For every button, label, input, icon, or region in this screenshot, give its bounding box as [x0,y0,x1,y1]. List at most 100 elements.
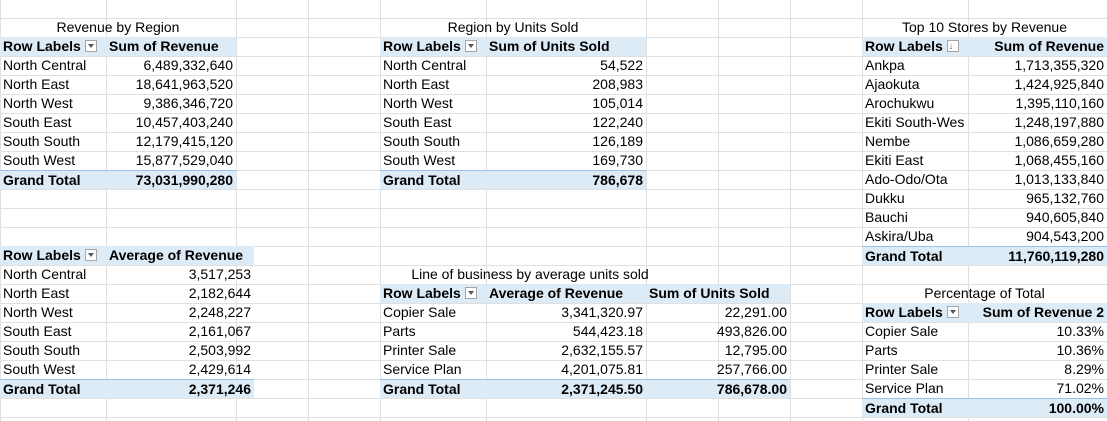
grand-total-label[interactable]: Grand Total [380,170,486,189]
grand-total-value[interactable]: 2,371,246 [106,379,254,398]
row-labels-header[interactable]: Row Labels [862,303,968,322]
grand-total-label[interactable]: Grand Total [0,170,106,189]
value-field-header[interactable]: Sum of Revenue 2 [968,303,1107,322]
row-label-cell[interactable]: Service Plan [383,361,462,377]
row-label-cell[interactable]: Ajaokuta [865,76,920,92]
grand-total-value[interactable]: 2,371,245.50 [486,379,646,398]
grand-total-value[interactable]: 786,678 [486,170,646,189]
value-cell[interactable]: 208,983 [592,76,643,92]
value-cell[interactable]: 3,341,320.97 [561,304,643,320]
filter-dropdown-icon[interactable] [84,249,97,262]
row-label-cell[interactable]: Parts [383,323,416,339]
row-label-cell[interactable]: North East [3,76,70,92]
row-label-cell[interactable]: Askira/Uba [865,228,934,244]
row-label-cell[interactable]: Ado-Odo/Ota [865,171,948,187]
value-cell[interactable]: 1,068,455,160 [1014,152,1104,168]
value-cell[interactable]: 1,248,197,880 [1014,114,1104,130]
value-cell[interactable]: 6,489,332,640 [143,57,233,73]
grand-total-label[interactable]: Grand Total [0,379,106,398]
value-cell[interactable]: 126,189 [592,133,643,149]
value-field-header[interactable]: Average of Revenue [106,246,254,265]
value-cell[interactable]: 940,605,840 [1026,209,1104,225]
value-cell[interactable]: 965,132,760 [1026,190,1104,206]
value-cell[interactable]: 2,503,992 [188,342,251,358]
value-cell[interactable]: 257,766.00 [716,361,787,377]
value-cell[interactable]: 10,457,403,240 [135,114,233,130]
row-label-cell[interactable]: North Central [3,57,87,73]
value-cell[interactable]: 8.29% [1064,361,1104,377]
value-cell[interactable]: 4,201,075.81 [561,361,643,377]
value-cell[interactable]: 10.33% [1056,323,1104,339]
row-label-cell[interactable]: South East [3,323,72,339]
row-label-cell[interactable]: South West [3,152,76,168]
filter-dropdown-icon[interactable] [84,40,97,53]
row-label-cell[interactable]: North East [383,76,450,92]
value-cell[interactable]: 12,179,415,120 [135,133,233,149]
row-label-cell[interactable]: Service Plan [865,380,944,396]
value-cell[interactable]: 15,877,529,040 [135,152,233,168]
row-label-cell[interactable]: North West [3,95,73,111]
value-cell[interactable]: 12,795.00 [724,342,787,358]
row-labels-header[interactable]: Row Labels [862,37,968,56]
row-label-cell[interactable]: North East [3,285,70,301]
grand-total-value[interactable]: 11,760,119,280 [968,246,1107,265]
value-cell[interactable]: 22,291.00 [724,304,787,320]
value-cell[interactable]: 9,386,346,720 [143,95,233,111]
row-label-cell[interactable]: Nembe [865,133,911,149]
value-field-header[interactable]: Sum of Units Sold [486,37,646,56]
filter-dropdown-icon[interactable] [946,306,959,319]
grand-total-value[interactable]: 786,678.00 [646,379,790,398]
row-label-cell[interactable]: Copier Sale [865,323,939,339]
row-label-cell[interactable]: Ankpa [865,57,905,73]
row-label-cell[interactable]: Parts [865,342,898,358]
value-cell[interactable]: 169,730 [592,152,643,168]
value-cell[interactable]: 1,424,925,840 [1014,76,1104,92]
row-labels-header[interactable]: Row Labels [0,37,106,56]
value-cell[interactable]: 71.02% [1056,380,1104,396]
value-cell[interactable]: 2,632,155.57 [561,342,643,358]
value-cell[interactable]: 10.36% [1056,342,1104,358]
row-label-cell[interactable]: Printer Sale [383,342,457,358]
row-label-cell[interactable]: North West [3,304,73,320]
value-cell[interactable]: 2,248,227 [188,304,251,320]
value-cell[interactable]: 3,517,253 [188,266,251,282]
row-label-cell[interactable]: South South [3,133,81,149]
row-label-cell[interactable]: South West [383,152,456,168]
row-label-cell[interactable]: Bauchi [865,209,908,225]
row-label-cell[interactable]: Ekiti East [865,152,924,168]
value-cell[interactable]: 544,423.18 [572,323,643,339]
value-field-header[interactable]: Average of Revenue [486,284,646,303]
value-cell[interactable]: 18,641,963,520 [135,76,233,92]
grand-total-label[interactable]: Grand Total [862,246,968,265]
value-field-header[interactable]: Sum of Units Sold [646,284,790,303]
value-cell[interactable]: 54,522 [600,57,643,73]
row-label-cell[interactable]: Copier Sale [383,304,457,320]
filter-dropdown-icon[interactable] [464,40,477,53]
row-labels-header[interactable]: Row Labels [380,37,486,56]
row-label-cell[interactable]: South West [3,361,76,377]
grand-total-value[interactable]: 73,031,990,280 [106,170,236,189]
value-cell[interactable]: 904,543,200 [1026,228,1104,244]
sort-filter-icon[interactable] [946,40,959,53]
row-label-cell[interactable]: South East [3,114,72,130]
value-cell[interactable]: 2,429,614 [188,361,251,377]
value-field-header[interactable]: Sum of Revenue [106,37,236,56]
grand-total-label[interactable]: Grand Total [380,379,486,398]
value-cell[interactable]: 493,826.00 [716,323,787,339]
grand-total-value[interactable]: 100.00% [968,398,1107,417]
value-field-header[interactable]: Sum of Revenue [968,37,1107,56]
value-cell[interactable]: 105,014 [592,95,643,111]
row-label-cell[interactable]: South East [383,114,452,130]
value-cell[interactable]: 1,086,659,280 [1014,133,1104,149]
value-cell[interactable]: 1,713,355,320 [1014,57,1104,73]
value-cell[interactable]: 2,182,644 [188,285,251,301]
row-label-cell[interactable]: North Central [383,57,467,73]
row-label-cell[interactable]: Arochukwu [865,95,935,111]
row-label-cell[interactable]: Printer Sale [865,361,939,377]
row-label-cell[interactable]: North West [383,95,453,111]
value-cell[interactable]: 1,013,133,840 [1014,171,1104,187]
value-cell[interactable]: 1,395,110,160 [1015,95,1105,111]
value-cell[interactable]: 122,240 [592,114,643,130]
value-cell[interactable]: 2,161,067 [188,323,251,339]
row-labels-header[interactable]: Row Labels [0,246,106,265]
